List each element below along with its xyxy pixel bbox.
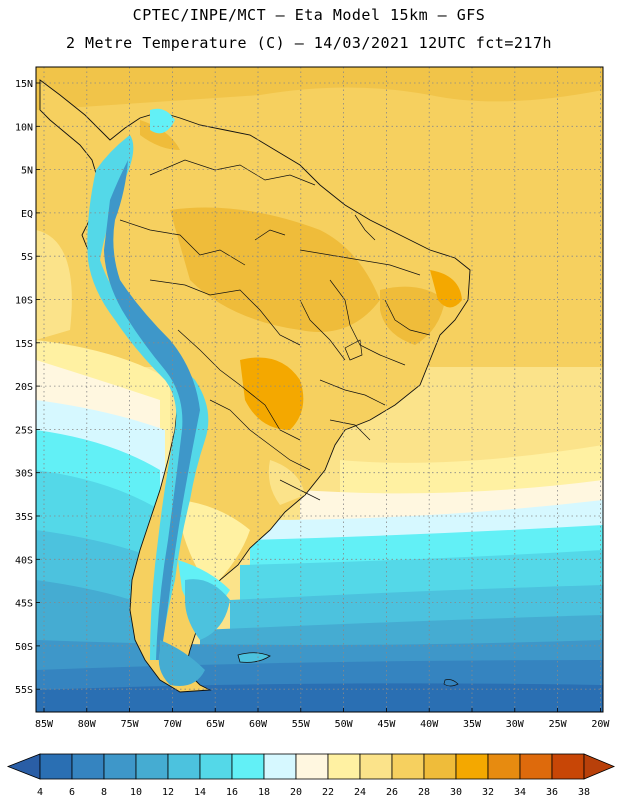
lon-label-75w: 75W <box>121 719 140 730</box>
colorbar-swatch <box>359 753 393 780</box>
lon-label-70w: 70W <box>163 719 182 730</box>
colorbar-swatch <box>103 753 137 780</box>
lat-label-10n: 10N <box>15 122 33 133</box>
colorbar-tick-labels: 4 6 8 10 12 14 16 18 20 22 24 26 28 30 32 34 36 38 <box>37 787 590 798</box>
colorbar-swatch <box>263 753 297 780</box>
colorbar-swatch <box>167 753 201 780</box>
lat-label-15s: 15S <box>15 339 33 350</box>
lon-label-85w: 85W <box>35 719 54 730</box>
temperature-field <box>36 67 603 712</box>
colorbar-tick-12: 12 <box>162 787 174 798</box>
lat-label-35s: 35S <box>15 512 33 523</box>
lat-label-10s: 10S <box>15 296 33 307</box>
lat-lon-grid <box>36 67 603 712</box>
lon-label-50w: 50W <box>335 719 354 730</box>
colorbar-tick-22: 22 <box>322 787 334 798</box>
political-borders <box>119 159 431 501</box>
colorbar-tick-14: 14 <box>194 787 206 798</box>
lat-label-25s: 25S <box>15 425 33 436</box>
colorbar-tick-24: 24 <box>354 787 366 798</box>
colorbar-swatch <box>487 753 521 780</box>
lon-label-20w: 20W <box>591 719 610 730</box>
colorbar-swatch <box>39 753 73 780</box>
colorbar-tick-36: 36 <box>546 787 558 798</box>
colorbar-swatch <box>199 753 233 780</box>
colorbar-tick-34: 34 <box>514 787 526 798</box>
lat-label-40s: 40S <box>15 555 33 566</box>
lon-label-60w: 60W <box>249 719 268 730</box>
lon-label-80w: 80W <box>78 719 97 730</box>
colorbar-swatch <box>423 753 457 780</box>
colorbar <box>6 753 616 780</box>
colorbar-swatch <box>519 753 553 780</box>
lon-label-65w: 65W <box>206 719 225 730</box>
colorbar-swatch <box>391 753 425 780</box>
colorbar-tick-30: 30 <box>450 787 462 798</box>
colorbar-tick-32: 32 <box>482 787 494 798</box>
colorbar-tick-6: 6 <box>69 787 75 798</box>
lat-label-30s: 30S <box>15 469 33 480</box>
map-frame <box>35 66 604 713</box>
lat-label-55s: 55S <box>15 685 33 696</box>
colorbar-tick-38: 38 <box>578 787 590 798</box>
colorbar-high-arrow <box>583 753 616 780</box>
lat-label-5n: 5N <box>21 166 33 177</box>
colorbar-swatch <box>295 753 329 780</box>
colorbar-tick-28: 28 <box>418 787 430 798</box>
lat-label-eq: EQ <box>21 209 33 220</box>
lon-label-55w: 55W <box>292 719 311 730</box>
colorbar-tick-18: 18 <box>258 787 270 798</box>
lat-label-15n: 15N <box>15 79 33 90</box>
colorbar-swatch <box>231 753 265 780</box>
colorbar-tick-10: 10 <box>130 787 142 798</box>
colorbar-tick-26: 26 <box>386 787 398 798</box>
colorbar-low-arrow <box>6 753 41 780</box>
lat-label-20s: 20S <box>15 382 33 393</box>
lat-label-50s: 50S <box>15 642 33 653</box>
colorbar-tick-8: 8 <box>101 787 107 798</box>
map-title-line1: CPTEC/INPE/MCT – Eta Model 15km – GFS <box>132 6 486 24</box>
map-title-line2: 2 Metre Temperature (C) – 14/03/2021 12U… <box>65 34 553 52</box>
lon-label-30w: 30W <box>506 719 525 730</box>
colorbar-swatch <box>455 753 489 780</box>
lat-label-5s: 5S <box>21 252 33 263</box>
lat-label-45s: 45S <box>15 599 33 610</box>
lon-label-45w: 45W <box>377 719 396 730</box>
colorbar-swatch <box>135 753 169 780</box>
colorbar-tick-20: 20 <box>290 787 302 798</box>
colorbar-swatch <box>327 753 361 780</box>
colorbar-tick-16: 16 <box>226 787 238 798</box>
lon-label-25w: 25W <box>549 719 568 730</box>
lon-label-40w: 40W <box>420 719 439 730</box>
colorbar-tick-4: 4 <box>37 787 43 798</box>
lon-label-35w: 35W <box>463 719 482 730</box>
colorbar-swatch <box>71 753 105 780</box>
latitude-labels: 15N 10N 5N EQ 5S 10S 15S 20S 25S 30S 35S 40S 45S 50S 5… <box>15 79 33 696</box>
longitude-labels: 85W 80W 75W 70W 65W 60W 55W 50W 45W 40W 35W 30W 25W 2… <box>35 719 610 730</box>
colorbar-swatch <box>551 753 585 780</box>
